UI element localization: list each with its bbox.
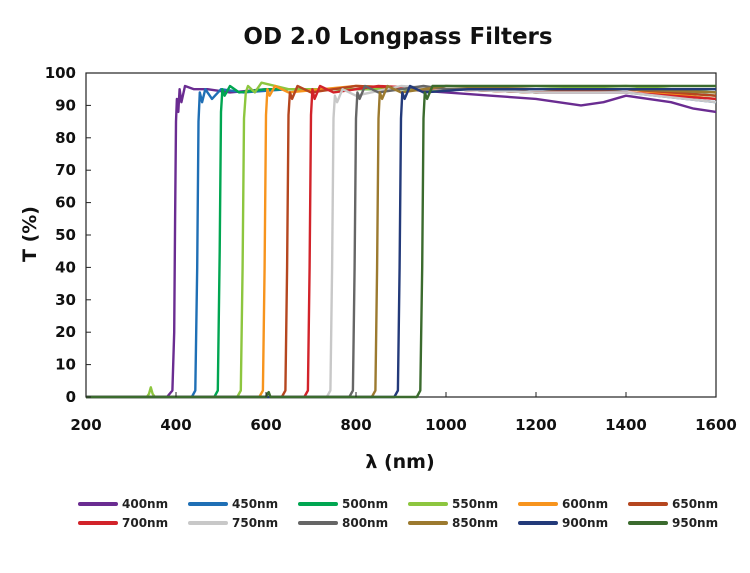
y-tick-label: 20 (55, 323, 76, 341)
ticks: 200 400 600 800 1000 1200 1400 1600 0 10 20 30 40 50 6… (45, 64, 737, 434)
legend-label: 550nm (452, 497, 498, 511)
x-tick-label: 800 (340, 416, 371, 434)
y-tick-label: 70 (55, 161, 76, 179)
x-tick-label: 400 (160, 416, 191, 434)
x-tick-label: 1200 (515, 416, 557, 434)
series-layer (86, 81, 717, 399)
legend-label: 850nm (452, 516, 498, 530)
legend-label: 500nm (342, 497, 388, 511)
series-line-950nm (86, 84, 716, 399)
y-tick-label: 80 (55, 129, 76, 147)
y-tick-label: 0 (66, 388, 76, 406)
y-tick-label: 10 (55, 356, 76, 374)
legend-label: 450nm (232, 497, 278, 511)
y-tick-label: 50 (55, 226, 76, 244)
legend-label: 600nm (562, 497, 608, 511)
legend-label: 900nm (562, 516, 608, 530)
x-tick-label: 600 (250, 416, 281, 434)
legend-label: 650nm (672, 497, 718, 511)
y-tick-label: 60 (55, 194, 76, 212)
y-tick-label: 40 (55, 258, 76, 276)
legend-label: 950nm (672, 516, 718, 530)
y-tick-label: 30 (55, 291, 76, 309)
series-line-900nm (86, 84, 716, 399)
y-tick-label: 90 (55, 96, 76, 114)
legend: 400nm 450nm 500nm 550nm 600nm 650nm 700nm 750nm… (78, 497, 718, 530)
x-tick-label: 1600 (695, 416, 737, 434)
y-axis-label: T (%) (19, 206, 41, 262)
x-tick-label: 1000 (425, 416, 467, 434)
x-tick-label: 200 (70, 416, 101, 434)
legend-label: 800nm (342, 516, 388, 530)
x-tick-label: 1400 (605, 416, 647, 434)
x-axis-label: λ (nm) (365, 451, 434, 473)
y-tick-label: 100 (45, 64, 76, 82)
legend-label: 700nm (122, 516, 168, 530)
legend-label: 750nm (232, 516, 278, 530)
chart-title: OD 2.0 Longpass Filters (243, 24, 552, 50)
series-line-750nm (86, 84, 717, 399)
legend-label: 400nm (122, 497, 168, 511)
